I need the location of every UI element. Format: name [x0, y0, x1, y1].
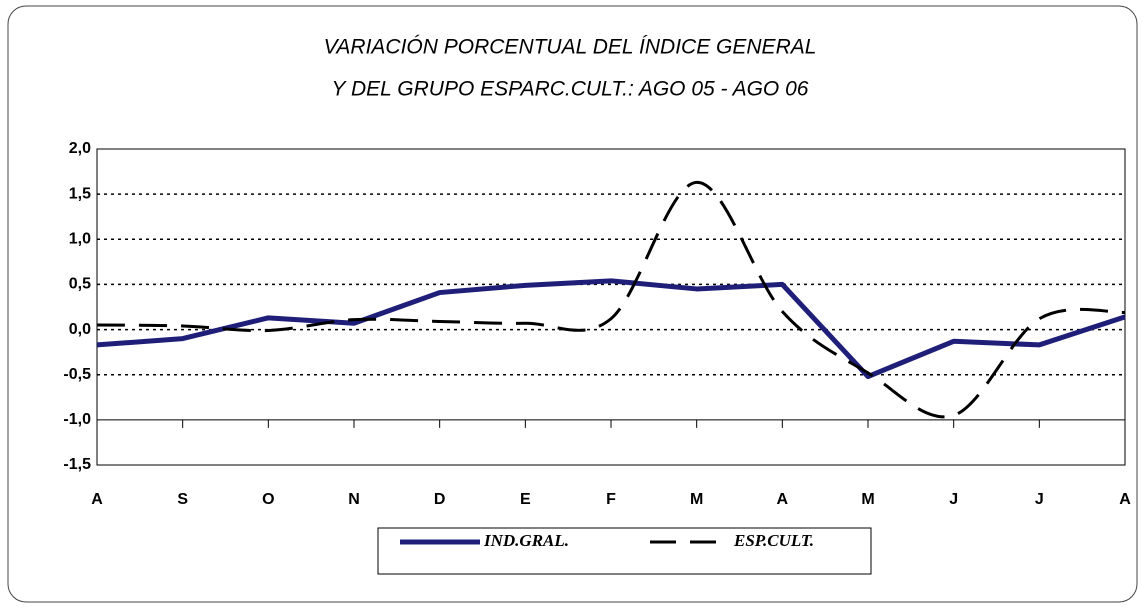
x-tick-label: E	[520, 491, 531, 508]
legend-label: IND.GRAL.	[483, 531, 569, 550]
x-tick-label: J	[949, 491, 958, 508]
y-tick-label: -1,5	[63, 456, 91, 473]
x-tick-label: F	[606, 491, 616, 508]
plot-area	[96, 148, 1126, 466]
y-tick-label: 1,0	[69, 231, 91, 248]
y-tick-label: 1,5	[69, 185, 91, 202]
chart-frame	[7, 5, 1138, 603]
x-tick-label: D	[434, 491, 446, 508]
x-tick-label: A	[91, 491, 103, 508]
y-tick-label: -0,5	[63, 366, 91, 383]
y-tick-label: 0,5	[69, 276, 91, 293]
x-tick-label: S	[177, 491, 188, 508]
y-tick-label: 0,0	[69, 321, 91, 338]
chart-title: Y DEL GRUPO ESPARC.CULT.: AGO 05 - AGO 0…	[332, 78, 809, 101]
x-tick-label: J	[1035, 491, 1044, 508]
x-tick-label: M	[861, 491, 874, 508]
x-tick-label: N	[348, 491, 360, 508]
x-tick-label: A	[777, 491, 789, 508]
x-tick-label: A	[1119, 491, 1131, 508]
x-tick-label: O	[262, 491, 274, 508]
x-tick-label: M	[690, 491, 703, 508]
legend-box	[377, 527, 872, 575]
legend-label: ESP.CULT.	[733, 531, 814, 550]
series-line	[96, 278, 1126, 380]
series-line	[96, 180, 1126, 419]
y-tick-label: 2,0	[69, 140, 91, 157]
y-tick-label: -1,0	[63, 411, 91, 428]
chart-title: VARIACIÓN PORCENTUAL DEL ÍNDICE GENERAL	[324, 36, 817, 59]
